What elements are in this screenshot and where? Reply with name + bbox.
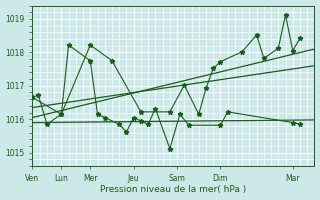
X-axis label: Pression niveau de la mer( hPa ): Pression niveau de la mer( hPa ) (100, 185, 247, 194)
